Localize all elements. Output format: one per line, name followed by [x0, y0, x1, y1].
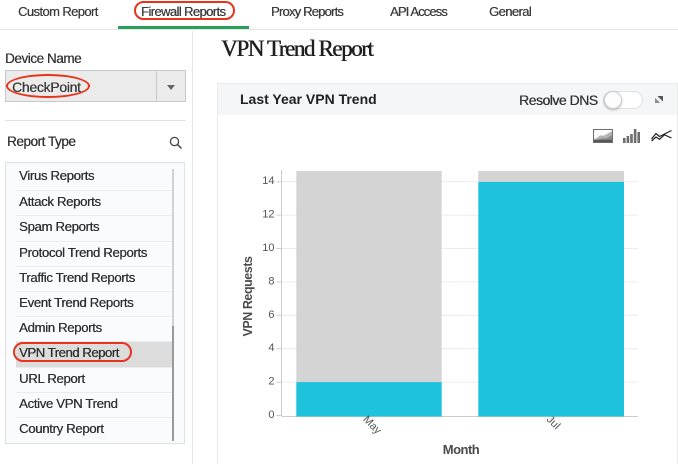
svg-text:8: 8	[268, 275, 274, 287]
svg-text:2: 2	[268, 376, 274, 388]
svg-text:May: May	[360, 414, 384, 438]
svg-text:6: 6	[268, 309, 274, 321]
svg-text:12: 12	[262, 209, 274, 221]
svg-text:0: 0	[268, 409, 274, 421]
svg-text:Month: Month	[443, 442, 480, 457]
svg-text:10: 10	[262, 242, 274, 254]
svg-text:14: 14	[262, 175, 274, 187]
svg-text:VPN Requests: VPN Requests	[241, 256, 255, 337]
svg-text:4: 4	[268, 342, 274, 354]
